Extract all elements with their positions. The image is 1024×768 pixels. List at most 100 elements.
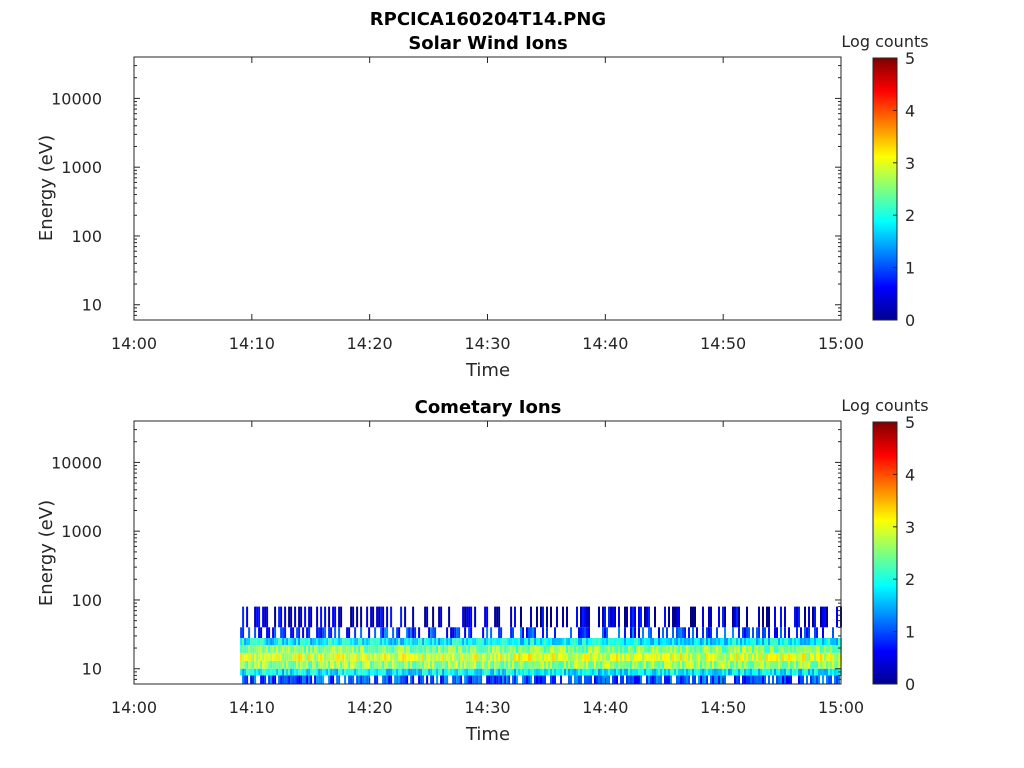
spectrogram-cell — [568, 675, 570, 684]
spectrogram-cell — [474, 660, 477, 669]
spectrogram-cell — [806, 645, 808, 653]
spectrogram-cell — [302, 675, 305, 684]
spectrogram-cell — [278, 668, 281, 676]
spectrogram-cell — [498, 627, 501, 638]
spectrogram-cell — [332, 675, 335, 684]
spectrogram-cell — [352, 675, 355, 684]
spectrogram-cell — [514, 675, 516, 684]
spectrogram-cell — [404, 645, 407, 653]
spectrogram-cell — [718, 606, 720, 628]
spectrogram-cell — [428, 638, 431, 646]
spectrogram-cell — [634, 627, 636, 638]
spectrogram-cell — [292, 668, 295, 676]
spectrogram-cell — [626, 668, 628, 676]
spectrogram-cell — [694, 668, 696, 676]
spectrogram-cell — [264, 606, 267, 628]
spectrogram-cell — [682, 675, 684, 684]
spectrogram-cell — [816, 645, 818, 653]
spectrogram-cell — [534, 660, 536, 669]
spectrogram-cell — [240, 627, 243, 638]
spectrogram-cell — [764, 652, 766, 661]
spectrogram-cell — [252, 675, 255, 684]
spectrogram-cell — [758, 660, 760, 669]
spectrogram-cell — [750, 660, 752, 669]
spectrogram-cell — [812, 668, 814, 676]
spectrogram-cell — [306, 675, 309, 684]
spectrogram-cell — [350, 660, 353, 669]
spectrogram-cell — [430, 675, 433, 684]
spectrogram-cell — [632, 668, 634, 676]
spectrogram-cell — [630, 645, 632, 653]
spectrogram-cell — [546, 627, 548, 638]
spectrogram-cell — [314, 675, 317, 684]
spectrogram-cell — [610, 660, 612, 669]
spectrogram-cell — [590, 645, 592, 653]
spectrogram-cell — [654, 668, 656, 676]
spectrogram-cell — [650, 627, 652, 638]
spectrogram-cell — [410, 652, 413, 661]
spectrogram-cell — [384, 638, 387, 646]
spectrogram-cell — [774, 627, 776, 638]
spectrogram-cell — [754, 660, 756, 669]
spectrogram-cell — [644, 660, 646, 669]
spectrogram-cell — [738, 668, 740, 676]
spectrogram-cell — [298, 668, 301, 676]
spectrogram-cell — [452, 668, 455, 676]
spectrogram-cell — [430, 627, 433, 638]
spectrogram-cell — [494, 675, 497, 684]
spectrogram-cell — [470, 638, 473, 646]
spectrogram-cell — [766, 668, 768, 676]
spectrogram-cell — [714, 675, 716, 684]
spectrogram-cell — [528, 660, 530, 669]
spectrogram-cell — [304, 660, 307, 669]
spectrogram-cell — [640, 660, 642, 669]
spectrogram-cell — [514, 652, 516, 661]
spectrogram-cell — [424, 652, 427, 661]
spectrogram-cell — [318, 627, 321, 638]
spectrogram-cell — [566, 668, 568, 676]
spectrogram-cell — [582, 606, 584, 628]
spectrogram-cell — [780, 668, 782, 676]
spectrogram-cell — [482, 660, 485, 669]
spectrogram-cell — [642, 652, 644, 661]
spectrogram-cell — [636, 638, 638, 646]
spectrogram-cell — [318, 660, 321, 669]
spectrogram-cell — [412, 627, 415, 638]
spectrogram-cell — [832, 652, 834, 661]
spectrogram-cell — [428, 668, 431, 676]
spectrogram-cell — [320, 660, 323, 669]
spectrogram-cell — [592, 660, 594, 669]
spectrogram-cell — [270, 638, 273, 646]
spectrogram-cell — [830, 638, 832, 646]
spectrogram-cell — [774, 652, 776, 661]
spectrogram-cell — [670, 660, 672, 669]
spectrogram-cell — [382, 675, 385, 684]
spectrogram-cell — [396, 660, 399, 669]
spectrogram-cell — [462, 668, 465, 676]
spectrogram-cell — [826, 638, 828, 646]
spectrogram-cell — [616, 645, 618, 653]
spectrogram-cell — [664, 645, 666, 653]
spectrogram-cell — [256, 668, 259, 676]
spectrogram-cell — [424, 638, 427, 646]
spectrogram-cell — [652, 675, 654, 684]
spectrogram-cell — [522, 652, 524, 661]
spectrogram-cell — [554, 652, 556, 661]
spectrogram-cell — [668, 675, 670, 684]
spectrogram-cell — [456, 627, 459, 638]
spectrogram-cell — [662, 638, 664, 646]
spectrogram-cell — [618, 645, 620, 653]
spectrogram-cell — [338, 638, 341, 646]
spectrogram-cell — [692, 638, 694, 646]
spectrogram-cell — [534, 638, 536, 646]
spectrogram-cell — [508, 660, 511, 669]
spectrogram-cell — [384, 645, 387, 653]
spectrogram-cell — [794, 645, 796, 653]
spectrogram-cell — [418, 652, 421, 661]
spectrogram-cell — [244, 638, 247, 646]
spectrogram-cell — [678, 638, 680, 646]
spectrogram-cell — [538, 652, 540, 661]
spectrogram-cell — [748, 627, 750, 638]
spectrogram-cell — [308, 638, 311, 646]
spectrogram-cell — [690, 606, 692, 628]
